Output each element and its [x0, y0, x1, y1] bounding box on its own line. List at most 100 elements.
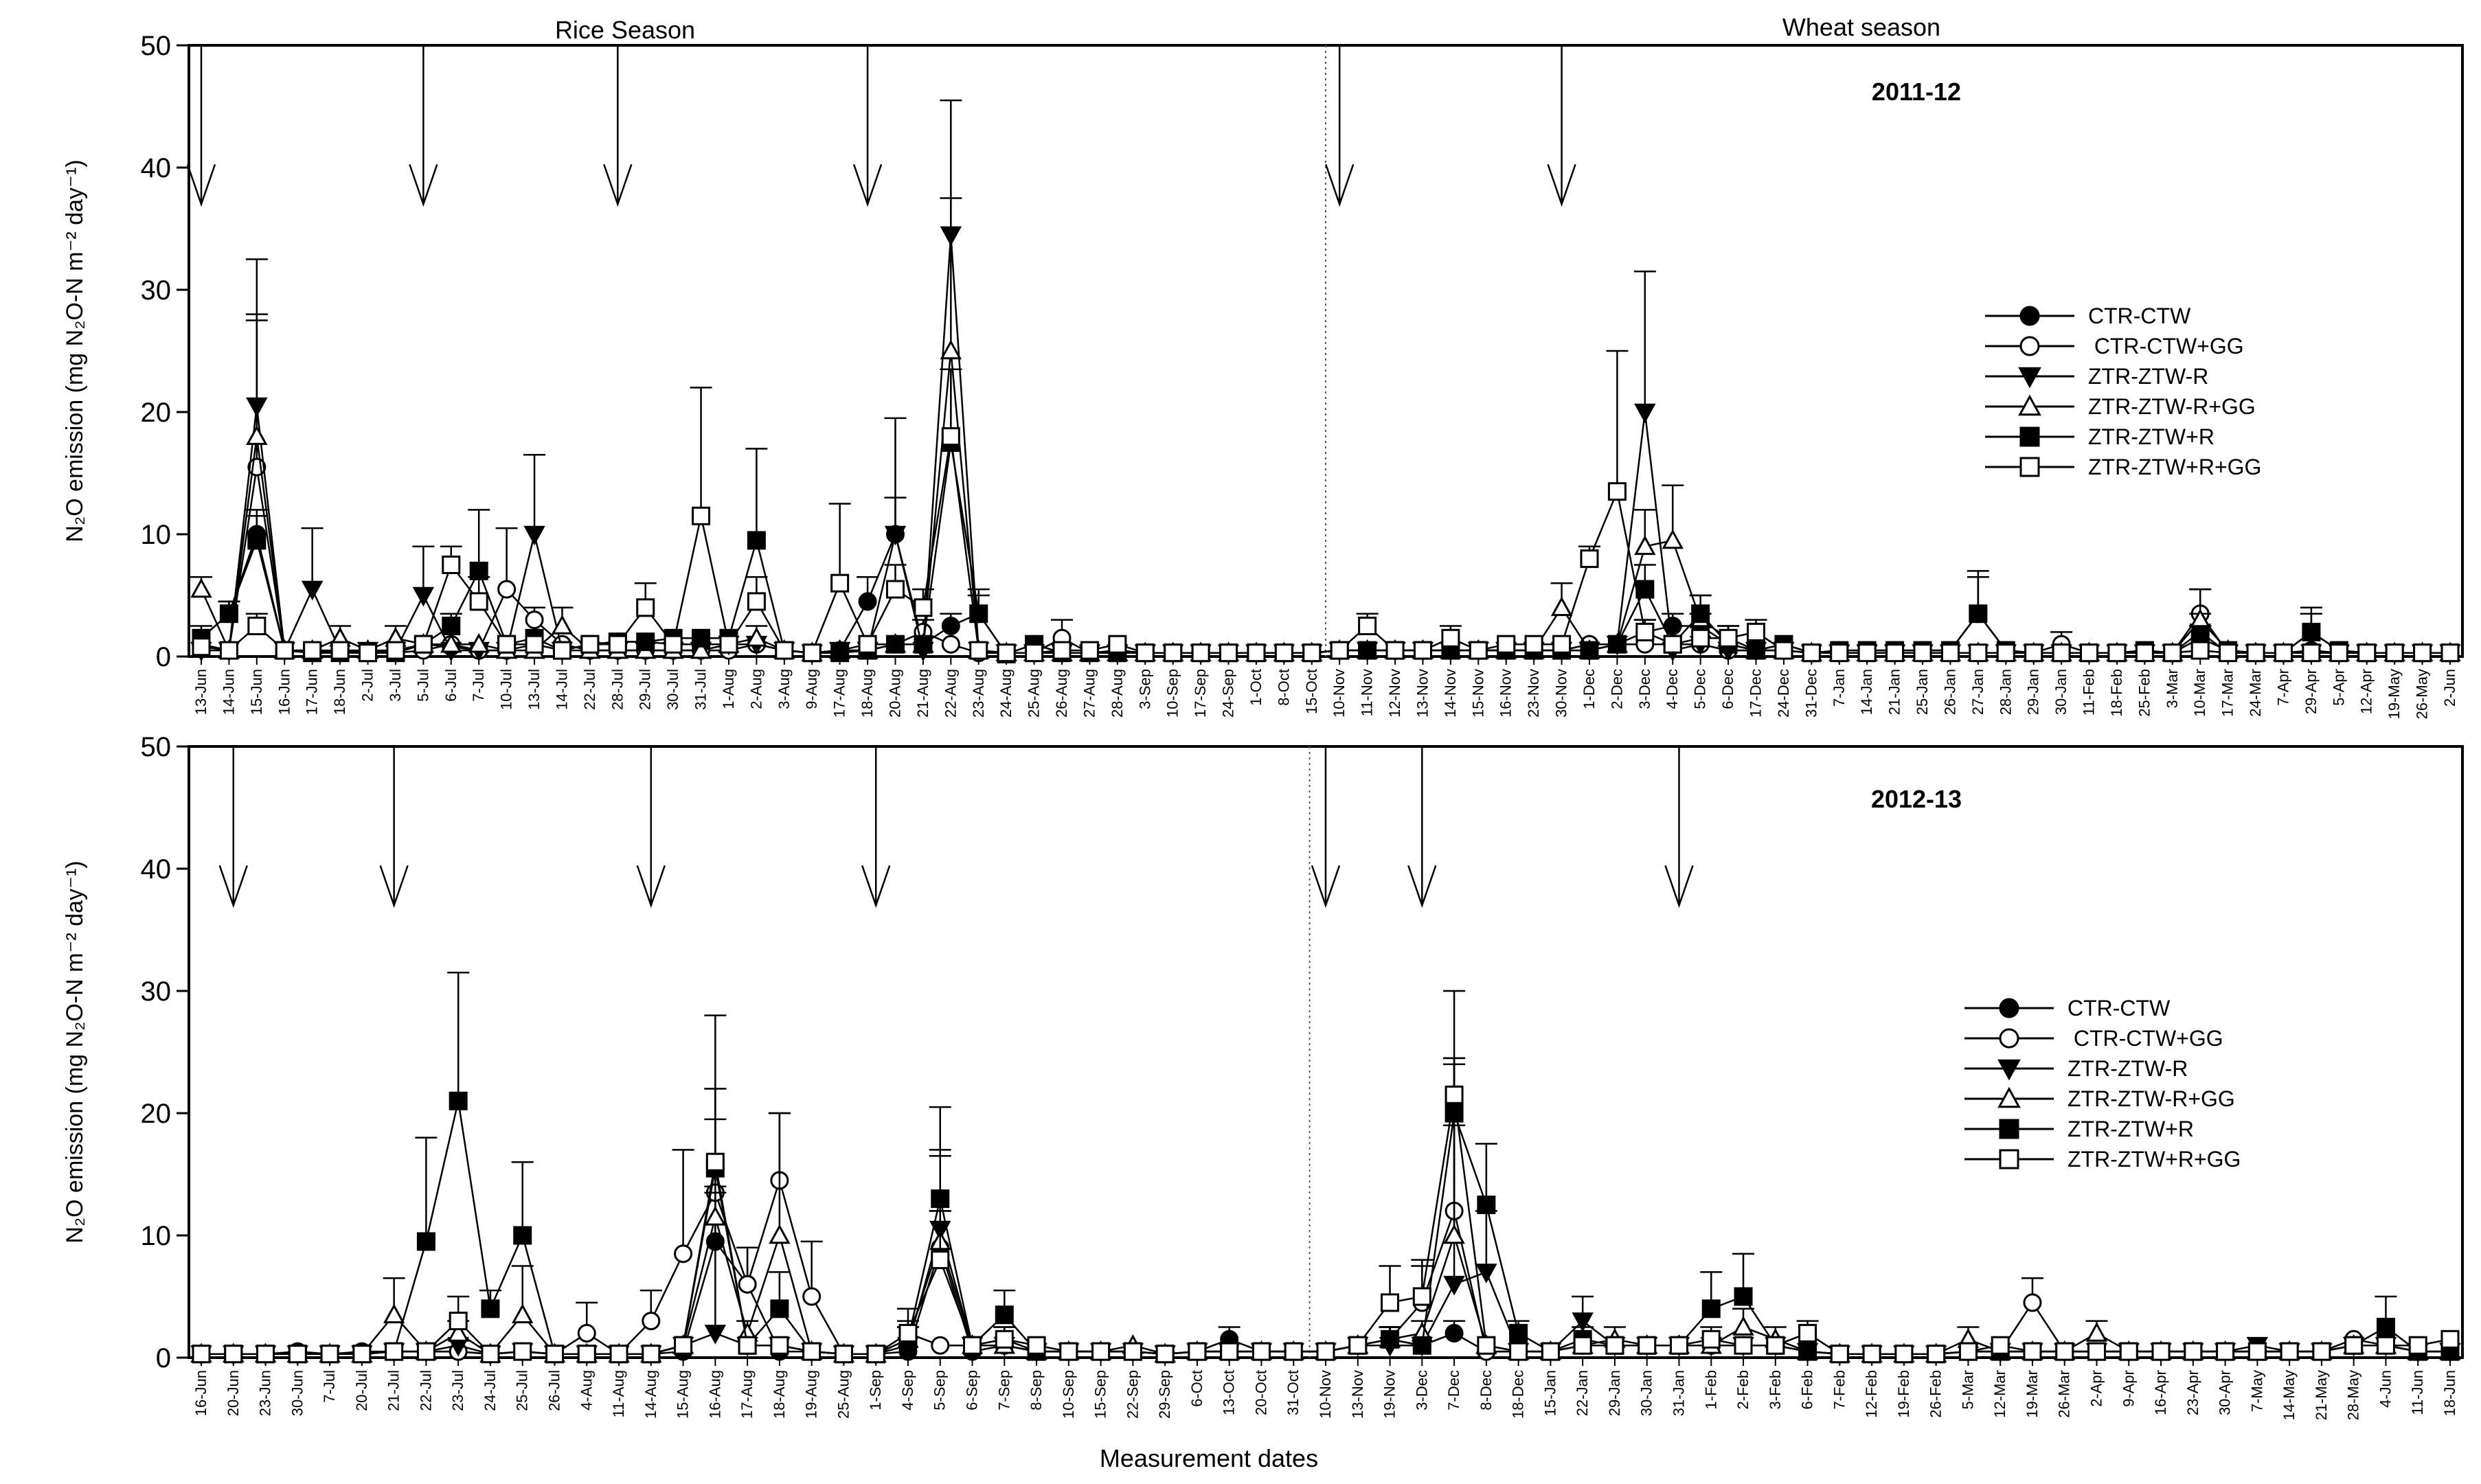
data-point [914, 598, 933, 617]
x-tick-label: 29-Sep [1156, 1370, 1173, 1419]
legend-marker [2019, 457, 2040, 477]
data-point [440, 632, 462, 653]
data-point [885, 580, 905, 599]
data-point [775, 641, 794, 660]
data-point [1996, 643, 2015, 663]
y-tick-label: 0 [156, 642, 171, 672]
x-tick-label: 5-Jul [414, 669, 431, 702]
x-tick-label: 14-Jul [553, 669, 570, 710]
event-arrow-head [1325, 163, 1355, 207]
data-point [247, 531, 267, 550]
legend-label: CTR-CTW [2068, 996, 2171, 1020]
legend-marker [2018, 394, 2041, 416]
x-tick-label: 2-Dec [1608, 669, 1625, 709]
data-point [320, 1345, 339, 1364]
data-point [747, 531, 766, 550]
data-point [1108, 635, 1127, 654]
x-tick-label: 11-Feb [2081, 669, 2098, 716]
data-point [219, 604, 238, 624]
x-tick-label: 24-Aug [997, 669, 1015, 718]
data-point [1669, 1336, 1688, 1355]
x-tick-label: 25-Jul [514, 1370, 531, 1411]
data-point [830, 573, 850, 593]
legend-marker [1999, 1028, 2019, 1049]
x-tick-label: 2-Aug [747, 669, 764, 709]
data-point [330, 641, 350, 660]
data-point [1607, 635, 1627, 654]
data-point [1123, 1342, 1142, 1361]
x-tick-label: 1-Oct [1247, 669, 1265, 706]
panel-2011-12: 0 10 20 30 40 50 13-Jun 14-Jun 15-Jun 16-Jun 17-Ju… [141, 31, 2461, 719]
data-point [2344, 1336, 2364, 1355]
data-point [2085, 1322, 2108, 1342]
event-arrow-head [1407, 865, 1437, 909]
data-point [1381, 1293, 1400, 1312]
x-tick-label: 6-Dec [1719, 669, 1736, 709]
x-tick-label: 14-May [2280, 1370, 2298, 1420]
data-point [1385, 641, 1405, 660]
x-tick-label: 30-Apr [2217, 1370, 2234, 1415]
x-tick-label: 4-Jun [2377, 1370, 2394, 1408]
data-point [192, 1345, 211, 1364]
data-point [1958, 1342, 1978, 1361]
data-point [552, 641, 571, 660]
data-point [525, 610, 544, 630]
data-point [1284, 1342, 1303, 1361]
x-tick-label: 17-Jun [304, 669, 321, 715]
data-point [1358, 617, 1377, 635]
data-point [2055, 1342, 2074, 1361]
data-point [1524, 635, 1543, 654]
data-point [303, 641, 322, 660]
data-point [1991, 1336, 2010, 1355]
event-arrow-head [218, 865, 248, 909]
data-point [1701, 1329, 1721, 1349]
data-point [383, 1303, 405, 1323]
x-tick-label: 7-May [2248, 1370, 2265, 1412]
data-point [609, 1345, 628, 1364]
legend-marker [2019, 426, 2040, 447]
x-tick-label: 16-Aug [706, 1370, 723, 1419]
data-point [747, 592, 766, 611]
data-point [1027, 1336, 1046, 1355]
data-point [2080, 643, 2099, 663]
data-point [884, 525, 907, 546]
x-tick-label: 17-Aug [831, 669, 848, 718]
data-point [1477, 1336, 1496, 1355]
x-tick-label: 25-Aug [835, 1370, 852, 1419]
panel-1-year-label: 2011-12 [1872, 78, 1961, 106]
data-point [1885, 643, 1905, 663]
x-tick-label: 31-Jul [692, 669, 710, 710]
x-tick-label: 10-Nov [1317, 1370, 1334, 1419]
x-tick-label: 18-Aug [771, 1370, 788, 1419]
x-tick-label: 23-Nov [1525, 669, 1542, 718]
x-tick-label: 11-Aug [610, 1370, 627, 1417]
x-tick-label: 14-Nov [1442, 669, 1459, 718]
data-point [704, 1325, 727, 1345]
data-point [1798, 1323, 1817, 1343]
data-point [941, 635, 960, 654]
data-point [2023, 1293, 2042, 1312]
data-point [2302, 643, 2321, 663]
x-tick-label: 30-Jun [288, 1370, 306, 1416]
data-point [830, 643, 850, 663]
x-tick-label: 1-Dec [1581, 669, 1598, 709]
data-point [2385, 643, 2404, 663]
y-tick-label: 30 [141, 275, 172, 306]
x-tick-label: 25-Aug [1026, 669, 1043, 718]
data-point [442, 617, 461, 635]
data-point [497, 635, 517, 654]
x-tick-label: 19-Feb [1895, 1370, 1912, 1418]
x-tick-label: 17-Sep [1192, 669, 1209, 718]
x-tick-label: 24-Jul [482, 1370, 499, 1411]
data-point [1091, 1342, 1111, 1361]
data-point [1862, 1345, 1881, 1364]
data-point [1475, 1264, 1497, 1283]
data-point [2357, 643, 2377, 663]
data-point [2408, 1336, 2427, 1355]
data-point [704, 1205, 727, 1226]
x-tick-label: 18-Jun [2441, 1370, 2458, 1416]
legend-label: ZTR-ZTW+R [2088, 424, 2214, 449]
data-point [1663, 635, 1682, 654]
data-point [1155, 1345, 1175, 1364]
season-label-wheat: Wheat season [1782, 13, 1940, 41]
